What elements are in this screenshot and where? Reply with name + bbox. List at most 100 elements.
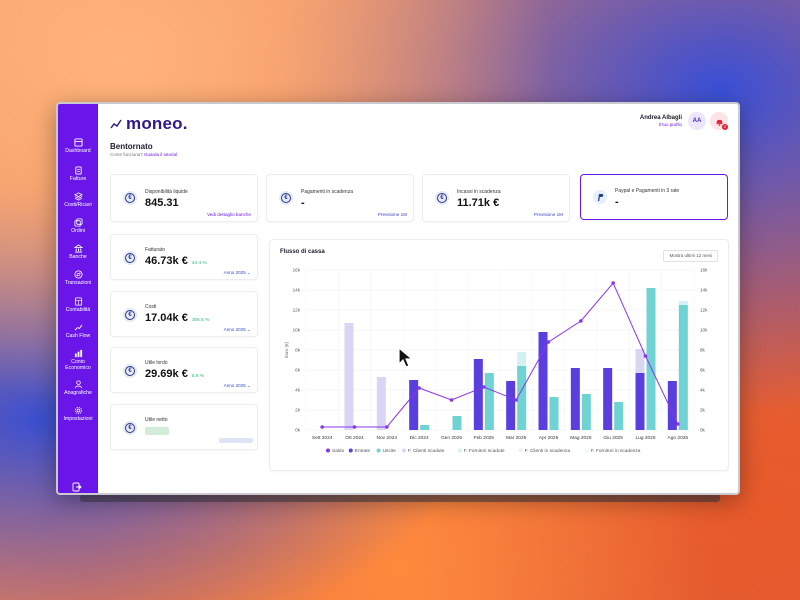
euro-icon: € [123, 364, 137, 378]
card-label: Utile lordo [145, 360, 168, 366]
bar-entrate [473, 359, 483, 430]
saldo-point [546, 340, 551, 344]
x-tick-label: Nov 2024 [377, 435, 398, 441]
notification-count: 2 [722, 124, 728, 130]
forecast-link[interactable]: Previsione 1M [533, 212, 563, 217]
forecast-link[interactable]: Previsione 1M [377, 212, 407, 217]
blurred-period [219, 438, 253, 443]
user-info[interactable]: Andrea Albagli Il tuo profilo [640, 115, 682, 127]
saldo-point [643, 354, 648, 358]
sidebar-item-fatture[interactable]: Fatture [58, 166, 98, 182]
sidebar-item-conto-economico[interactable]: Conto Economico [58, 349, 98, 371]
euro-icon: € [123, 191, 137, 205]
legend-label: F. Fornitori scadute [464, 448, 505, 454]
y-tick-label-right: 16k [700, 268, 708, 273]
y-tick-label-right: 0k [700, 428, 706, 433]
card-fatturato: € Fatturato 46.73k €44.4 % Anno 2025 ⌄ [110, 234, 258, 280]
sidebar-item-label: Cash Flow [65, 333, 91, 339]
bar-entrate [538, 332, 548, 430]
period-select[interactable]: Anno 2025 ⌄ [224, 383, 251, 389]
logout-button[interactable] [72, 479, 82, 493]
x-tick-label: Ago 2025 [668, 435, 689, 441]
saldo-point [385, 425, 389, 429]
y-tick-label: 14k [293, 288, 301, 293]
sidebar-item-ordini[interactable]: Ordini [58, 218, 98, 234]
card-costi: € Costi 17.04k €306.6 % Anno 2025 ⌄ [110, 291, 258, 337]
user-name: Andrea Albagli [639, 115, 682, 121]
dashboard-icon [73, 138, 83, 147]
saldo-point [676, 422, 680, 426]
legend-label: F. Clienti scadute [408, 448, 445, 454]
app-window: Dashboard Fatture Costi/Ricavi Ordini Ba… [56, 102, 740, 495]
card-value-row: 46.73k €44.4 % [145, 255, 207, 267]
card-utile-netto: € Utile netto [110, 404, 258, 450]
bar-fornitori-scadute [678, 301, 688, 305]
card-value: 17.04k € [145, 312, 188, 324]
cashflow-chart: 0k 0k 2k 2k 4k 4k 6k 6k 8k 8k 10k 10k 12k 12k 14k 14k 16… [284, 268, 708, 455]
euro-icon: € [123, 308, 137, 322]
euro-icon: € [123, 421, 137, 435]
bank-detail-link[interactable]: Vedi dettaglio banche [207, 212, 251, 217]
bar-uscite [484, 373, 494, 430]
bell-icon [715, 119, 723, 126]
legend-marker [348, 448, 353, 453]
period-select[interactable]: Anno 2025 ⌄ [224, 270, 251, 276]
logo: moneo. [110, 114, 188, 134]
sidebar-item-label: Dashboard [65, 148, 91, 154]
tutorial-link[interactable]: Guarda il tutorial [144, 152, 178, 157]
bank-icon [73, 244, 83, 253]
card-value-row: 17.04k €306.6 % [145, 312, 209, 324]
cashflow-icon [74, 324, 82, 331]
avatar[interactable]: AA [688, 112, 706, 130]
bar-entrate [635, 373, 645, 430]
growth-percent: 306.6 % [191, 318, 210, 323]
sidebar-item-costi-ricavi[interactable]: Costi/Ricavi [58, 192, 98, 208]
sidebar-item-label: Banche [69, 254, 87, 260]
sidebar-item-anagrafiche[interactable]: Anagrafiche [58, 380, 98, 396]
sidebar-item-impostazioni[interactable]: Impostazioni [58, 406, 98, 422]
page-title: Bentornato [110, 142, 153, 151]
y-tick-label: 2k [295, 408, 301, 413]
logo-chart-icon [110, 119, 122, 129]
bar-uscite [581, 394, 591, 430]
bar-clienti-scadute [344, 323, 354, 430]
sidebar-item-label: Impostazioni [63, 416, 93, 422]
legend-marker [376, 448, 381, 453]
saldo-point [417, 386, 421, 390]
sidebar-item-transazioni[interactable]: Transazioni [58, 270, 98, 286]
period-select[interactable]: Anno 2025 ⌄ [224, 327, 251, 333]
y-tick-label: 12k [293, 308, 301, 313]
legend-marker [457, 448, 462, 453]
card-paypal[interactable]: Paypal e Pagamenti in 3 rate - [580, 174, 728, 220]
bar-entrate [603, 368, 613, 430]
bar-entrate [409, 380, 419, 430]
growth-percent: 44.4 % [191, 261, 207, 266]
saldo-line [322, 282, 679, 428]
x-tick-label: Apr 2025 [539, 435, 559, 441]
x-tick-label: Gen 2025 [441, 435, 462, 441]
x-tick-label: Giu 2025 [603, 435, 623, 441]
sidebar-item-label: Costi/Ricavi [64, 202, 92, 208]
legend-label: Saldo [332, 448, 345, 454]
profile-link[interactable]: Il tuo profilo [658, 122, 682, 127]
card-value: - [615, 196, 619, 208]
card-pagamenti: € Pagamenti in scadenza - Previsione 1M [266, 174, 414, 222]
sidebar-item-label: Transazioni [64, 280, 92, 286]
sidebar-item-dashboard[interactable]: Dashboard [58, 138, 98, 154]
card-label: Fatturato [145, 247, 166, 253]
last-12-months-button[interactable]: Mostra ultimi 12 mesi [663, 250, 718, 262]
sidebar-item-cash-flow[interactable]: Cash Flow [58, 323, 98, 339]
chart-title: Flusso di cassa [280, 249, 325, 255]
x-tick-label: Sett 2024 [312, 435, 333, 441]
y-tick-label: 0k [295, 428, 301, 433]
logo-text: moneo. [126, 114, 188, 133]
paypal-icon [593, 190, 607, 204]
card-label: Pagamenti in scadenza [301, 189, 353, 195]
subtitle-text: Come funziona? [110, 152, 143, 157]
sidebar-item-contabilita[interactable]: Contabilità [58, 297, 98, 313]
sidebar-item-banche[interactable]: Banche [58, 244, 98, 260]
growth-percent: 5.8 % [191, 374, 205, 379]
mouse-cursor-icon [398, 347, 414, 368]
bar-clienti-scadute [635, 349, 645, 373]
period-label: Anno 2025 [223, 383, 246, 388]
